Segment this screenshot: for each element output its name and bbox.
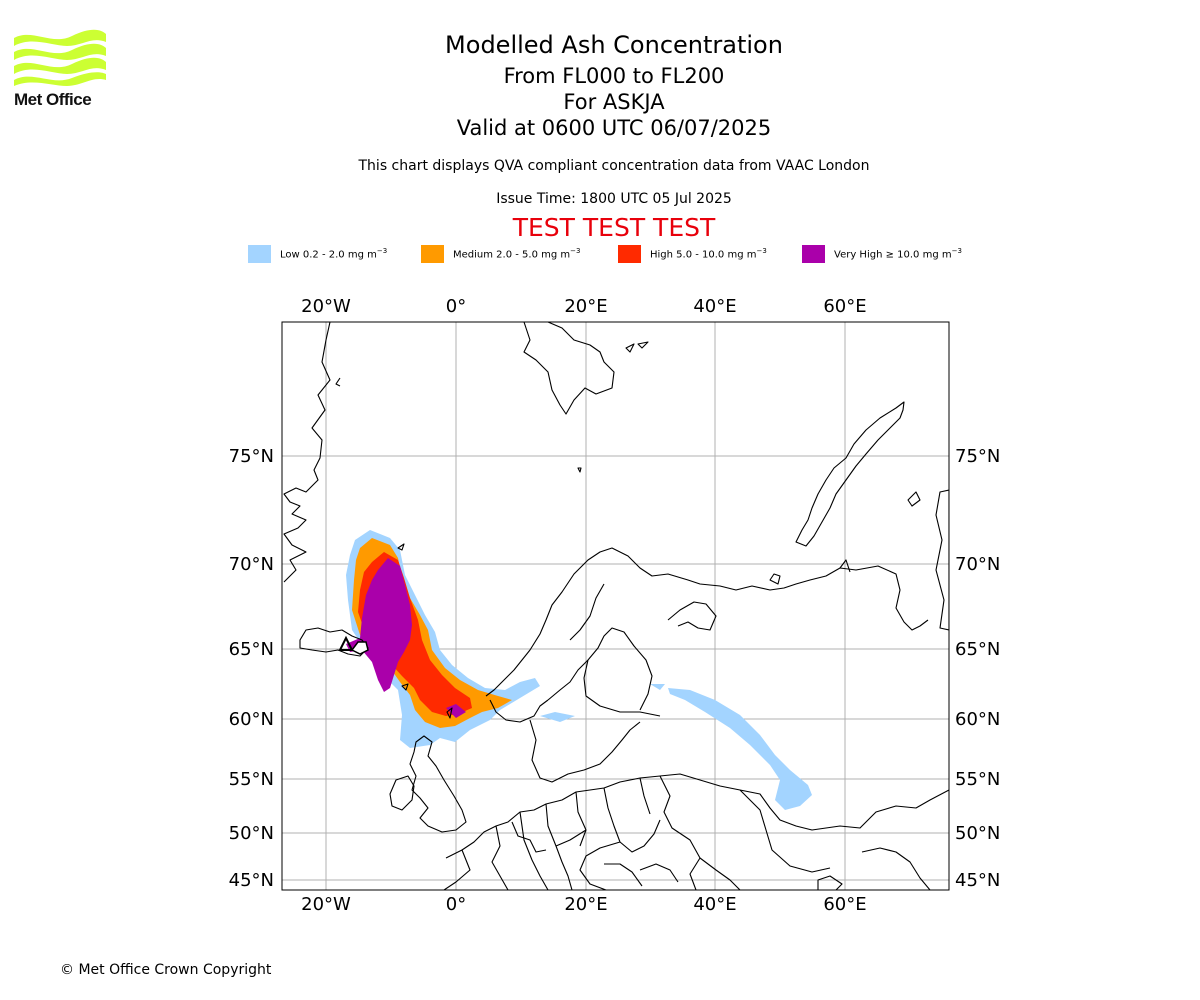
lon-label-top-60e: 60°E: [823, 296, 866, 317]
lat-label-right-70n: 70°N: [955, 554, 1000, 575]
lon-label-bottom-60e: 60°E: [823, 894, 866, 915]
legend-item-medium: Medium 2.0 - 5.0 mg m−3: [421, 244, 580, 264]
lon-label-top-0: 0°: [446, 296, 466, 317]
logo-wordmark: Met Office: [14, 90, 92, 109]
lat-label-right-65n: 65°N: [955, 639, 1000, 660]
lat-label-right-50n: 50°N: [955, 823, 1000, 844]
lat-label-left-45n: 45°N: [229, 870, 274, 891]
coastlines: [283, 322, 949, 890]
concentration-legend: Low 0.2 - 2.0 mg m−3 Medium 2.0 - 5.0 mg…: [0, 244, 1200, 264]
map-frame: [281, 321, 950, 891]
legend-item-high: High 5.0 - 10.0 mg m−3: [618, 244, 767, 264]
legend-exp-high: −3: [756, 247, 767, 256]
ash-very-high: [346, 558, 466, 718]
legend-item-low: Low 0.2 - 2.0 mg m−3: [248, 244, 387, 264]
lon-label-bottom-0: 0°: [446, 894, 466, 915]
legend-swatch-low: [248, 245, 271, 263]
lon-label-bottom-20w: 20°W: [301, 894, 351, 915]
issue-time: Issue Time: 1800 UTC 05 Jul 2025: [496, 191, 732, 207]
chart-title: Modelled Ash Concentration: [445, 31, 783, 59]
legend-swatch-medium: [421, 245, 444, 263]
legend-exp-low: −3: [376, 247, 388, 256]
lon-label-top-20e: 20°E: [564, 296, 607, 317]
lat-label-right-55n: 55°N: [955, 769, 1000, 790]
lon-label-bottom-40e: 40°E: [693, 894, 736, 915]
lon-label-top-40e: 40°E: [693, 296, 736, 317]
legend-swatch-very-high: [802, 245, 825, 263]
legend-label-very-high: Very High ≥ 10.0 mg m: [834, 249, 952, 261]
flight-level-range: From FL000 to FL200: [503, 64, 725, 88]
legend-exp-very-high: −3: [951, 247, 962, 256]
lon-label-bottom-20e: 20°E: [564, 894, 607, 915]
legend-swatch-high: [618, 245, 641, 263]
legend-item-very-high: Very High ≥ 10.0 mg m−3: [802, 244, 962, 264]
volcano-marker: [338, 635, 369, 655]
lat-label-left-50n: 50°N: [229, 823, 274, 844]
lat-label-right-45n: 45°N: [955, 870, 1000, 891]
lon-label-top-20w: 20°W: [301, 296, 351, 317]
legend-label-medium: Medium 2.0 - 5.0 mg m: [453, 249, 571, 261]
met-office-logo: [14, 29, 106, 86]
lat-label-right-75n: 75°N: [955, 446, 1000, 467]
lat-label-left-60n: 60°N: [229, 709, 274, 730]
legend-label-high: High 5.0 - 10.0 mg m: [650, 249, 757, 261]
lat-label-left-65n: 65°N: [229, 639, 274, 660]
legend-exp-medium: −3: [570, 247, 581, 256]
compliance-note: This chart displays QVA compliant concen…: [358, 158, 870, 174]
legend-label-low: Low 0.2 - 2.0 mg m: [280, 249, 377, 261]
lat-label-left-75n: 75°N: [229, 446, 274, 467]
valid-time: Valid at 0600 UTC 06/07/2025: [456, 116, 772, 140]
volcano-name: For ASKJA: [563, 90, 665, 114]
lat-label-right-60n: 60°N: [955, 709, 1000, 730]
test-banner: TEST TEST TEST: [512, 213, 716, 242]
lat-label-left-55n: 55°N: [229, 769, 274, 790]
copyright-notice: © Met Office Crown Copyright: [60, 962, 272, 978]
lat-label-left-70n: 70°N: [229, 554, 274, 575]
